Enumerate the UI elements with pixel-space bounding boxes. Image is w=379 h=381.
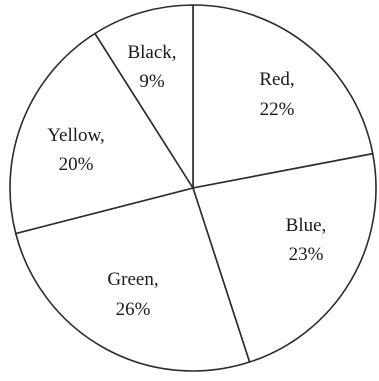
- slice-percent-yellow: 20%: [59, 154, 94, 175]
- slice-label-green: Green,: [107, 269, 158, 290]
- pie-slice-blue: [192, 152, 377, 363]
- slice-label-black: Black,: [127, 42, 176, 63]
- slice-layer: [9, 4, 377, 372]
- slice-percent-black: 9%: [139, 71, 165, 92]
- slice-percent-green: 26%: [116, 299, 151, 320]
- pie-slice-green: [14, 187, 251, 372]
- slice-percent-blue: 23%: [289, 244, 324, 265]
- slice-label-yellow: Yellow,: [47, 125, 105, 146]
- pie-slice-black: [94, 4, 194, 189]
- slice-label-red: Red,: [259, 69, 294, 90]
- slice-label-blue: Blue,: [286, 215, 327, 236]
- label-layer: Red, 22% Blue, 23% Green, 26% Yellow, 20% Black,…: [47, 42, 326, 320]
- pie-slice-yellow: [9, 32, 194, 235]
- pie-slice-red: [192, 4, 374, 189]
- slice-percent-red: 22%: [260, 99, 295, 120]
